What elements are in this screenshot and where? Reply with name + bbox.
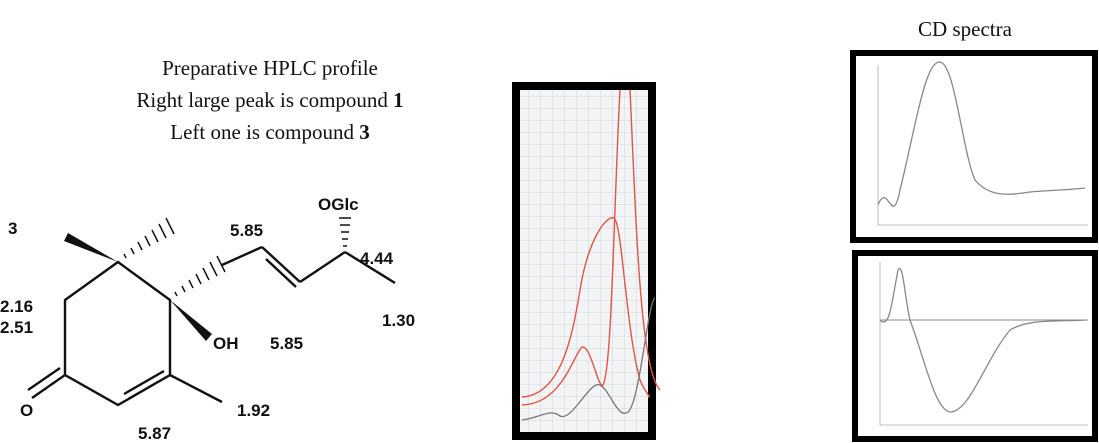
caption-line: Preparative HPLC profile: [162, 56, 378, 80]
hashed-bond: [124, 218, 174, 258]
hashed-bond: [339, 218, 351, 246]
caption-line: Left one is compound 3: [170, 120, 369, 144]
caption-line: CD spectra: [918, 17, 1013, 41]
shift-label: 5.87: [138, 424, 171, 443]
bond: [170, 375, 222, 402]
shift-label: 2.16: [0, 297, 33, 316]
shift-label: 2.51: [0, 318, 33, 337]
shift-label: 5.85: [270, 334, 303, 353]
ring: [65, 262, 170, 405]
shift-label: 1.30: [382, 311, 415, 330]
atom-label: O: [20, 401, 33, 420]
hplc-image: [516, 86, 660, 436]
cd-spectrum-image: [853, 53, 1095, 240]
compound-number: 3: [359, 120, 370, 144]
wedge-bond: [170, 300, 212, 341]
atom-label: OGlc: [318, 195, 359, 214]
cd-spectrum-image: [855, 253, 1095, 439]
bond: [300, 252, 345, 282]
hashed-bond: [175, 256, 225, 296]
double-bond: [28, 368, 60, 390]
shift-label: 5.85: [230, 221, 263, 240]
caption-text: Left one is compound: [170, 120, 359, 144]
chemical-structure: 3 O OH OGlc: [0, 195, 415, 443]
figure: Preparative HPLC profile Right large pea…: [0, 0, 1099, 443]
compound-label: 3: [8, 219, 17, 238]
shift-label: 1.92: [237, 401, 270, 420]
wedge-bond: [64, 233, 118, 262]
bond: [262, 247, 300, 282]
bond: [32, 375, 65, 398]
bond: [222, 247, 262, 265]
caption-text: Right large peak is compound: [136, 88, 393, 112]
compound-number: 1: [393, 88, 404, 112]
shift-label: 4.44: [360, 249, 394, 268]
caption-line: Right large peak is compound 1: [136, 88, 403, 112]
atom-label: OH: [213, 334, 239, 353]
